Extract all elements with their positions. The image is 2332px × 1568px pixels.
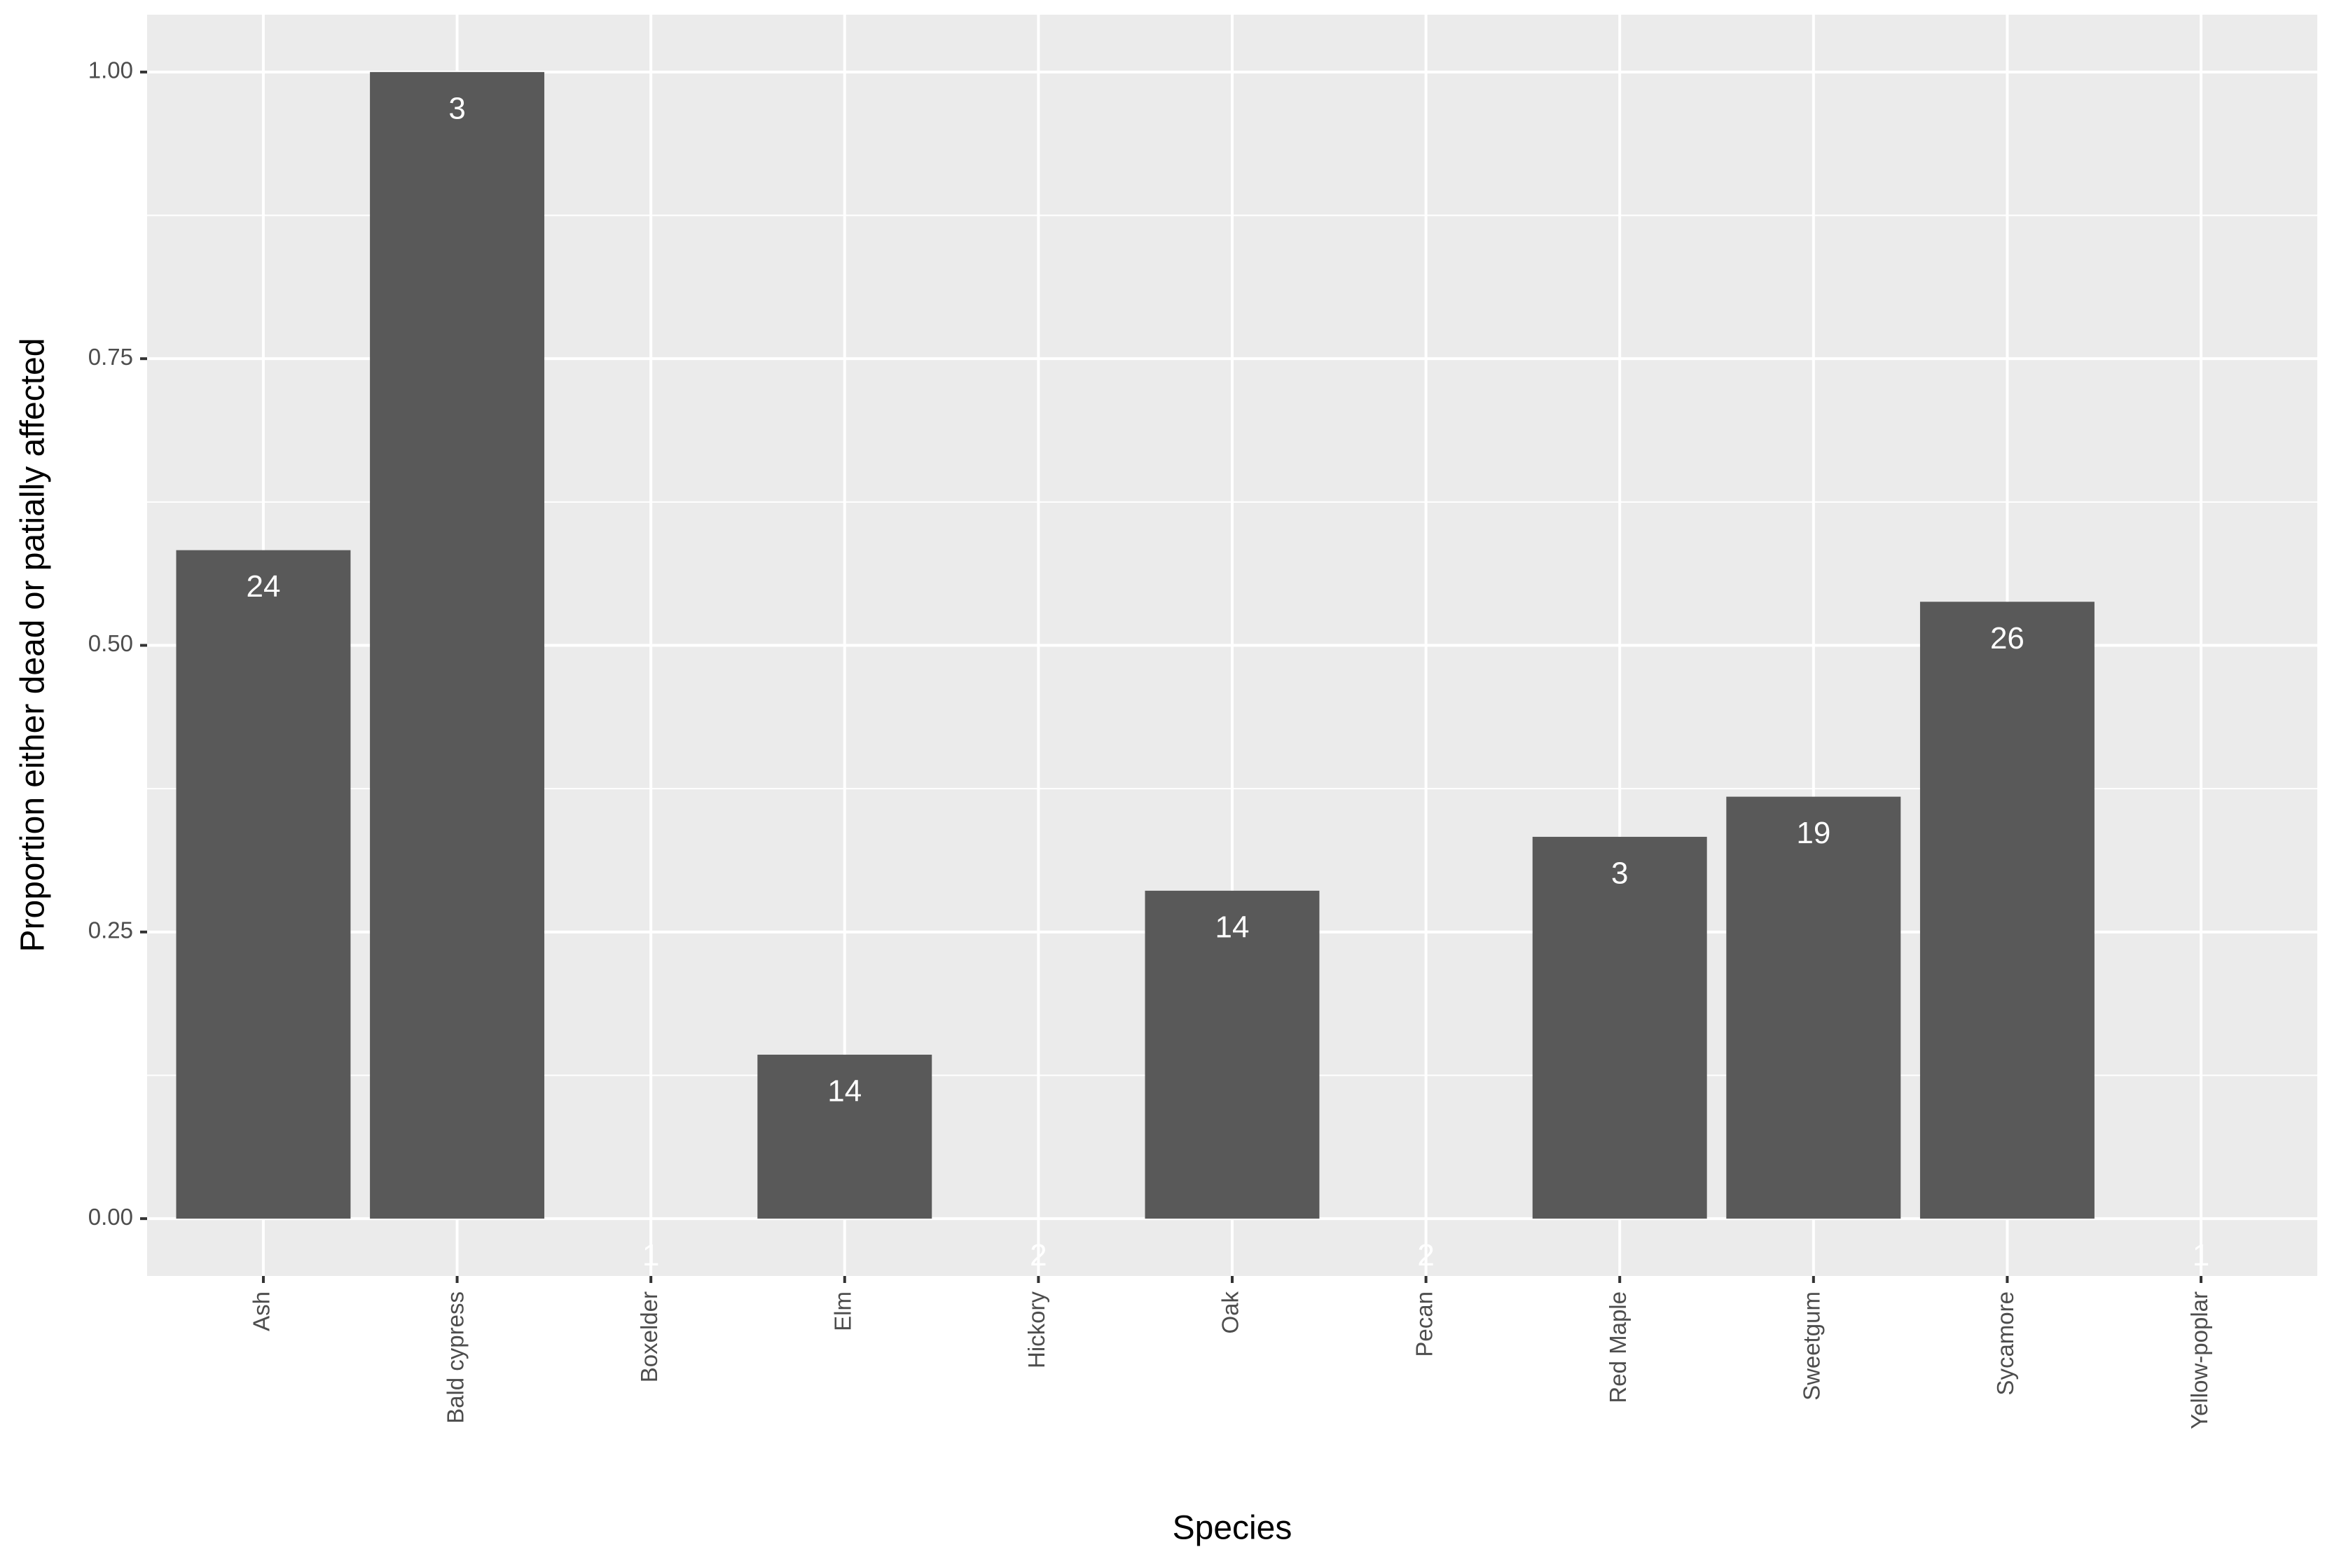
x-tick-label: Yellow-poplar [2186, 1291, 2212, 1429]
count-label: 24 [246, 569, 280, 604]
x-tick-label: Ash [249, 1291, 275, 1331]
x-tick-label: Pecan [1411, 1291, 1437, 1357]
count-label: 3 [1611, 856, 1628, 891]
bar [1532, 836, 1707, 1219]
bar [1919, 602, 2095, 1219]
x-tick-label: Hickory [1023, 1291, 1049, 1369]
x-tick-label: Oak [1217, 1291, 1243, 1334]
bar [176, 550, 351, 1219]
x-tick-label: Bald cypress [442, 1291, 468, 1424]
bar [757, 1055, 932, 1219]
count-label: 2 [1417, 1238, 1434, 1272]
x-tick-label: Sweetgum [1799, 1291, 1825, 1401]
bar [1726, 796, 1901, 1219]
count-label: 2 [1030, 1238, 1047, 1272]
bar [370, 71, 545, 1219]
count-label: 14 [827, 1074, 862, 1109]
y-axis-title: Proportion either dead or patially affec… [15, 338, 52, 952]
count-label: 14 [1215, 910, 1250, 945]
bar [1145, 890, 1320, 1219]
x-tick-label: Boxelder [636, 1291, 662, 1382]
x-tick-label: Red Maple [1605, 1291, 1631, 1403]
x-axis-title: Species [1173, 1510, 1292, 1547]
count-label: 1 [2193, 1238, 2209, 1272]
y-tick-label: 0.00 [88, 1204, 133, 1230]
count-label: 26 [1990, 621, 2024, 655]
x-tick-label: Elm [830, 1291, 856, 1331]
y-tick-label: 0.25 [88, 917, 133, 943]
x-tick-label: Sycamore [1992, 1291, 2018, 1396]
count-label: 19 [1796, 816, 1830, 850]
count-label: 3 [448, 91, 465, 125]
y-tick-label: 1.00 [88, 57, 133, 83]
count-label: 1 [642, 1238, 659, 1272]
y-tick-label: 0.75 [88, 344, 133, 370]
y-tick-label: 0.50 [88, 630, 133, 656]
